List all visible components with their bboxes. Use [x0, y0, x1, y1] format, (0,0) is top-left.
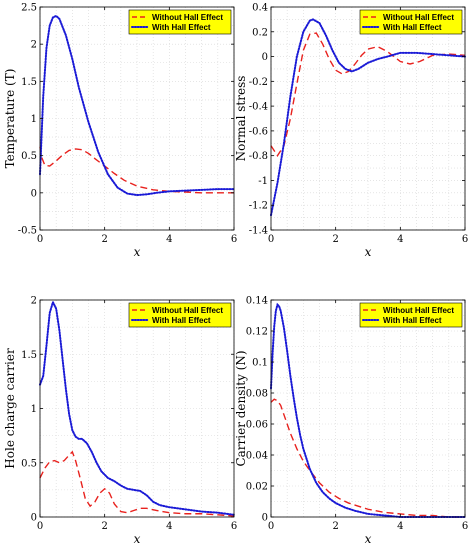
x-axis-label: x: [134, 532, 141, 546]
y-tick-label: -0.4: [249, 102, 268, 113]
series-line-without-hall-effect: [270, 32, 466, 157]
y-tick-label: 1.5: [21, 350, 37, 361]
hole-charge-panel: 0 2 4 6 0 0.5 1 1.5 2 x Hole charge carrier Without…: [3, 296, 237, 547]
y-tick-label: 0.02: [246, 482, 268, 493]
y-tick-label: 1.5: [21, 77, 37, 88]
y-tick-label: 2: [31, 296, 37, 307]
y-tick-label: 0.08: [246, 389, 268, 400]
x-tick-label: 6: [231, 234, 237, 245]
series-line-with-hall-effect: [39, 14, 235, 197]
y-tick-label: 0.14: [246, 296, 268, 307]
series-line-without-hall-effect: [270, 398, 465, 518]
legend-label-without: Without Hall Effect: [383, 306, 454, 315]
x-tick-label: 6: [462, 521, 468, 532]
y-tick-label: 0.5: [21, 151, 37, 162]
x-axis-label: x: [134, 245, 141, 259]
y-tick-label: 0.5: [21, 458, 37, 469]
y-tick-label: 1: [31, 404, 37, 415]
x-tick-label: 0: [37, 234, 43, 245]
y-tick-label: -0.5: [18, 226, 37, 237]
y-tick-label: -1: [258, 176, 268, 187]
y-tick-label: 0.1: [252, 358, 268, 369]
x-tick-label: 6: [231, 521, 237, 532]
legend-label-without: Without Hall Effect: [152, 306, 223, 315]
legend-box: [359, 302, 463, 328]
x-tick-label: 0: [268, 234, 274, 245]
x-tick-label: 4: [397, 521, 403, 532]
x-tick-label: 6: [462, 234, 468, 245]
legend-label-with: With Hall Effect: [383, 316, 442, 325]
axes-frame: [270, 299, 466, 518]
legend-box: [128, 9, 232, 35]
y-axis-label: Temperature (T): [3, 69, 17, 169]
y-tick-label: 1: [31, 114, 37, 125]
y-tick-label: 0: [262, 52, 268, 63]
x-tick-label: 4: [166, 234, 172, 245]
x-tick-label: 0: [37, 521, 43, 532]
x-tick-label: 2: [101, 521, 107, 532]
y-tick-label: -0.2: [249, 77, 268, 88]
y-tick-label: -0.8: [249, 151, 268, 162]
y-tick-label: 0.04: [246, 451, 268, 462]
x-tick-label: 4: [166, 521, 172, 532]
legend-label-without: Without Hall Effect: [152, 13, 223, 22]
y-tick-label: 2.5: [21, 3, 37, 14]
y-tick-label: -0.6: [249, 126, 268, 137]
legend-box: [359, 9, 463, 35]
y-tick-label: -1.2: [249, 201, 268, 212]
x-tick-label: 2: [332, 521, 338, 532]
x-axis-label: x: [365, 532, 372, 546]
y-axis-label: Carrier density (N): [234, 350, 248, 466]
x-tick-label: 2: [101, 234, 107, 245]
y-tick-label: 0: [31, 188, 37, 199]
y-axis-label: Normal stress: [234, 76, 248, 162]
series-line-with-hall-effect: [270, 18, 466, 217]
normal-stress-panel: 0 2 4 6 -1.4 -1.2 -1 -0.8 -0.6 -0.4 -0.2 0 0.2 0.4 x No…: [234, 3, 468, 260]
y-axis-label: Hole charge carrier: [3, 348, 17, 469]
y-tick-label: 0: [262, 513, 268, 524]
y-tick-label: 0.2: [252, 27, 268, 38]
y-tick-label: 0.12: [246, 327, 268, 338]
y-tick-label: 0: [31, 513, 37, 524]
legend-label-with: With Hall Effect: [152, 316, 211, 325]
y-tick-label: 0.4: [252, 3, 268, 14]
series-line-without-hall-effect: [39, 450, 235, 517]
y-tick-label: 0.06: [246, 420, 268, 431]
legend-label-without: Without Hall Effect: [383, 13, 454, 22]
axes-frame: [270, 6, 466, 231]
legend-label-with: With Hall Effect: [152, 23, 211, 32]
x-tick-label: 4: [397, 234, 403, 245]
legend-label-with: With Hall Effect: [383, 23, 442, 32]
y-tick-label: -1.4: [249, 226, 268, 237]
series-line-with-hall-effect: [39, 299, 235, 516]
y-tick-label: 2: [31, 40, 37, 51]
x-tick-label: 0: [268, 521, 274, 532]
x-axis-label: x: [365, 245, 372, 259]
x-tick-label: 2: [332, 234, 338, 245]
carrier-density-panel: 0 2 4 6 0 0.02 0.04 0.06 0.08 0.1 0.12 0.14 x Carrier…: [234, 296, 468, 547]
legend-box: [128, 302, 232, 328]
series-line-with-hall-effect: [270, 302, 466, 518]
